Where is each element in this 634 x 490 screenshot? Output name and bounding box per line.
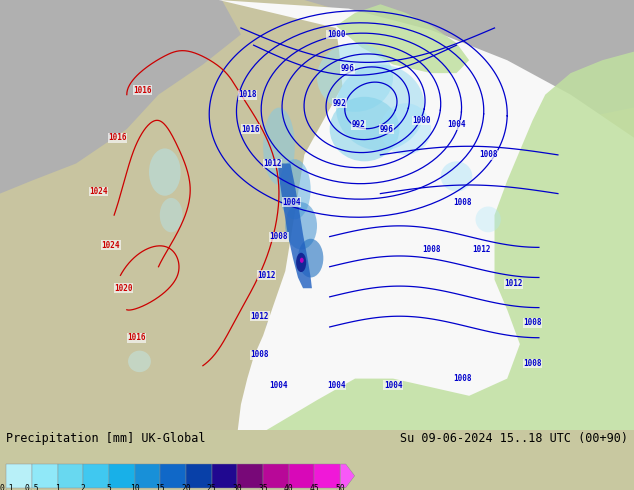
Bar bbox=[6, 464, 32, 488]
Ellipse shape bbox=[336, 65, 425, 150]
Text: 25: 25 bbox=[207, 484, 217, 490]
Text: 992: 992 bbox=[332, 99, 346, 108]
Ellipse shape bbox=[441, 161, 472, 192]
Text: 20: 20 bbox=[181, 484, 191, 490]
Bar bbox=[134, 464, 160, 488]
Text: 1008: 1008 bbox=[269, 232, 288, 241]
Ellipse shape bbox=[149, 148, 181, 196]
Text: 35: 35 bbox=[258, 484, 268, 490]
Bar bbox=[314, 464, 340, 488]
Polygon shape bbox=[266, 323, 507, 400]
Bar bbox=[212, 464, 237, 488]
Text: 40: 40 bbox=[284, 484, 294, 490]
Text: 1004: 1004 bbox=[327, 381, 346, 390]
Text: 1012: 1012 bbox=[472, 245, 491, 254]
Text: 996: 996 bbox=[380, 124, 394, 134]
Text: 1008: 1008 bbox=[422, 245, 441, 254]
Text: 1000: 1000 bbox=[412, 116, 431, 125]
Text: 1008: 1008 bbox=[523, 318, 542, 327]
Polygon shape bbox=[336, 4, 469, 73]
Bar bbox=[32, 464, 58, 488]
Bar bbox=[109, 464, 134, 488]
Text: 50: 50 bbox=[335, 484, 345, 490]
Polygon shape bbox=[278, 164, 312, 288]
Text: 1008: 1008 bbox=[523, 359, 542, 368]
Text: 0.5: 0.5 bbox=[25, 484, 39, 490]
Ellipse shape bbox=[263, 107, 295, 185]
Text: 1020: 1020 bbox=[114, 284, 133, 293]
Text: 5: 5 bbox=[107, 484, 112, 490]
Text: 15: 15 bbox=[155, 484, 165, 490]
Polygon shape bbox=[304, 0, 634, 121]
Ellipse shape bbox=[300, 258, 304, 263]
Text: 2: 2 bbox=[81, 484, 86, 490]
Bar bbox=[58, 464, 83, 488]
Text: 1012: 1012 bbox=[504, 279, 523, 289]
Text: 996: 996 bbox=[340, 64, 354, 74]
FancyArrow shape bbox=[340, 464, 354, 488]
Text: 1008: 1008 bbox=[453, 197, 472, 207]
Bar bbox=[237, 464, 263, 488]
Text: 1012: 1012 bbox=[257, 271, 276, 280]
Text: 1016: 1016 bbox=[108, 133, 127, 142]
Text: 1008: 1008 bbox=[479, 150, 498, 159]
Polygon shape bbox=[266, 51, 634, 430]
Text: 1016: 1016 bbox=[127, 333, 146, 342]
Text: 1024: 1024 bbox=[89, 187, 108, 196]
Bar bbox=[83, 464, 109, 488]
Text: Precipitation [mm] UK-Global: Precipitation [mm] UK-Global bbox=[6, 432, 206, 445]
Ellipse shape bbox=[285, 202, 317, 249]
Text: 45: 45 bbox=[309, 484, 320, 490]
Ellipse shape bbox=[160, 198, 183, 232]
Text: 1004: 1004 bbox=[447, 120, 466, 129]
Text: 1016: 1016 bbox=[133, 86, 152, 95]
Ellipse shape bbox=[330, 97, 399, 161]
Text: 1012: 1012 bbox=[263, 159, 282, 168]
Text: 1024: 1024 bbox=[101, 241, 120, 250]
Polygon shape bbox=[0, 0, 241, 194]
Text: 1004: 1004 bbox=[282, 197, 301, 207]
Text: 10: 10 bbox=[130, 484, 139, 490]
Text: 1016: 1016 bbox=[241, 124, 260, 134]
Ellipse shape bbox=[296, 253, 306, 272]
Text: 1: 1 bbox=[55, 484, 60, 490]
Text: 30: 30 bbox=[233, 484, 242, 490]
Text: 1004: 1004 bbox=[384, 381, 403, 390]
Ellipse shape bbox=[380, 103, 431, 155]
Bar bbox=[263, 464, 288, 488]
Text: 1008: 1008 bbox=[453, 374, 472, 383]
Bar bbox=[186, 464, 212, 488]
Ellipse shape bbox=[317, 43, 393, 112]
Ellipse shape bbox=[298, 239, 323, 277]
Polygon shape bbox=[219, 0, 634, 430]
Text: 1004: 1004 bbox=[269, 381, 288, 390]
Text: 1000: 1000 bbox=[327, 30, 346, 39]
Ellipse shape bbox=[279, 159, 311, 220]
Polygon shape bbox=[520, 258, 634, 430]
Bar bbox=[160, 464, 186, 488]
Text: 992: 992 bbox=[351, 120, 365, 129]
Text: 1012: 1012 bbox=[250, 312, 269, 321]
Ellipse shape bbox=[476, 206, 501, 232]
Text: 1008: 1008 bbox=[250, 350, 269, 360]
Text: 1018: 1018 bbox=[238, 90, 257, 99]
Ellipse shape bbox=[128, 351, 151, 372]
Text: 0.1: 0.1 bbox=[0, 484, 14, 490]
Bar bbox=[288, 464, 314, 488]
Text: Su 09-06-2024 15..18 UTC (00+90): Su 09-06-2024 15..18 UTC (00+90) bbox=[399, 432, 628, 445]
